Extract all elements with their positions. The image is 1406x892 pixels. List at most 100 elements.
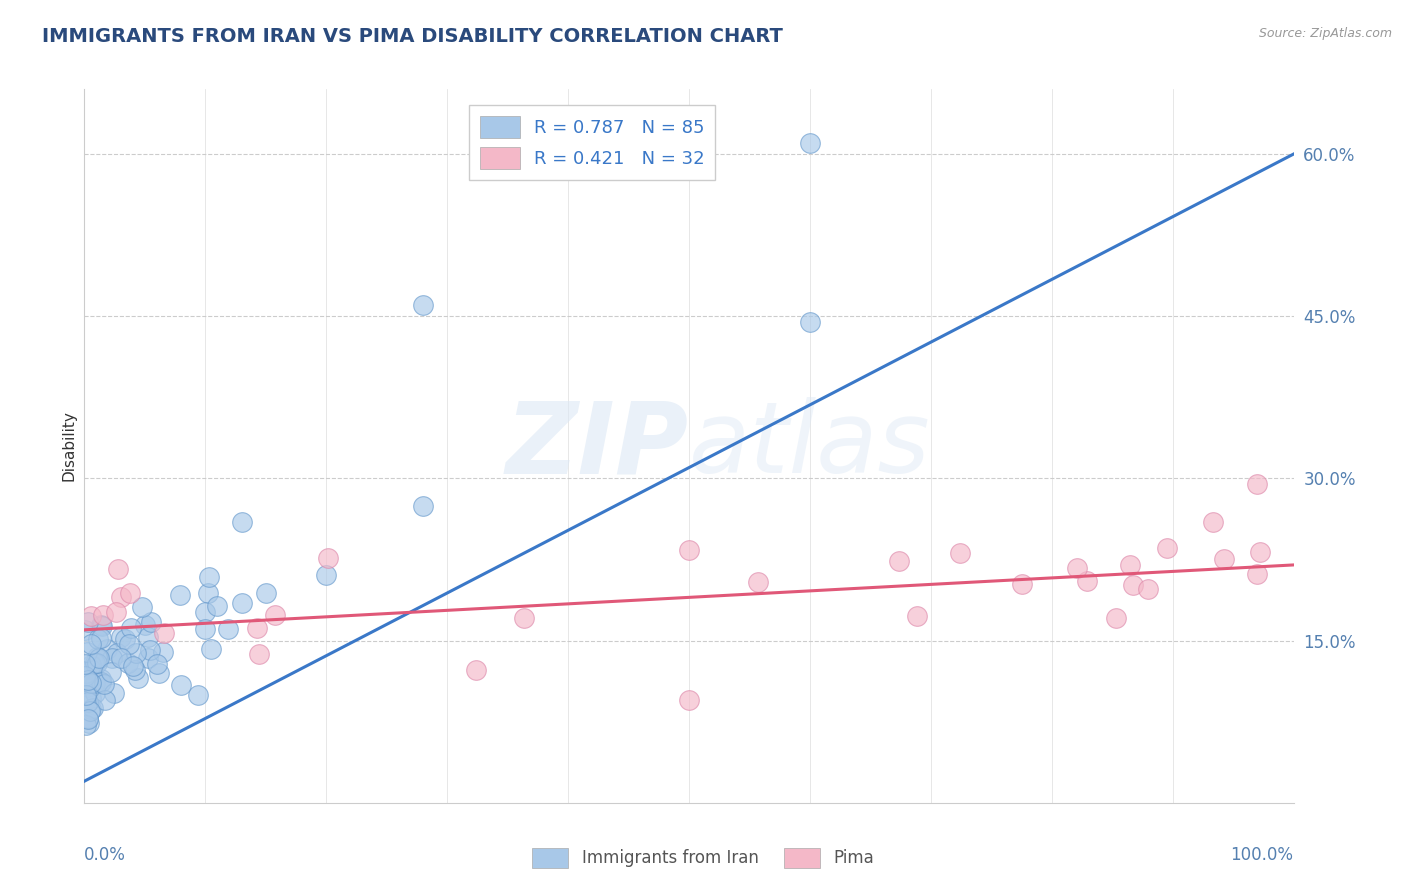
Point <box>247 648 270 662</box>
Point <box>86 656 108 670</box>
Point <box>105 605 128 619</box>
Point <box>117 656 139 670</box>
Point <box>148 666 170 681</box>
Point <box>90 675 112 690</box>
Point <box>77 680 100 694</box>
Point <box>799 136 821 151</box>
Point <box>170 678 193 692</box>
Point <box>79 701 101 715</box>
Point <box>75 718 97 732</box>
Point <box>77 712 100 726</box>
Point <box>1246 476 1268 491</box>
Point <box>198 570 221 584</box>
Point <box>1118 558 1140 572</box>
Text: atlas: atlas <box>689 398 931 494</box>
Point <box>76 645 98 659</box>
Point <box>77 715 100 730</box>
Point <box>80 657 103 672</box>
Point <box>110 630 132 644</box>
Point <box>1137 582 1160 596</box>
Point <box>146 657 169 671</box>
Point <box>513 611 536 625</box>
Point <box>76 615 98 629</box>
Point <box>678 693 700 707</box>
Point <box>412 499 434 513</box>
Point <box>76 671 98 685</box>
Point <box>75 673 97 688</box>
Point <box>82 701 104 715</box>
Point <box>100 665 122 679</box>
Point <box>77 711 100 725</box>
Point <box>76 671 98 685</box>
Point <box>75 657 97 671</box>
Point <box>105 646 128 660</box>
Point <box>799 315 821 329</box>
Point <box>318 551 340 566</box>
Point <box>107 562 129 576</box>
Point <box>90 675 112 690</box>
Text: Source: ZipAtlas.com: Source: ZipAtlas.com <box>1258 27 1392 40</box>
Point <box>91 608 114 623</box>
Point <box>246 621 269 635</box>
Point <box>77 695 100 709</box>
Point <box>264 608 287 623</box>
Point <box>103 686 125 700</box>
Point <box>1105 611 1128 625</box>
Point <box>110 591 132 605</box>
Point <box>1202 515 1225 529</box>
Point <box>315 568 337 582</box>
Y-axis label: Disability: Disability <box>60 410 76 482</box>
Point <box>1212 551 1234 566</box>
Point <box>1066 561 1088 575</box>
Point <box>207 599 229 614</box>
Legend: Immigrants from Iran, Pima: Immigrants from Iran, Pima <box>524 841 882 875</box>
Point <box>86 650 108 665</box>
Point <box>73 678 96 692</box>
Point <box>169 589 191 603</box>
Point <box>80 637 103 651</box>
Point <box>125 646 148 660</box>
Point <box>141 615 163 630</box>
Legend: R = 0.787   N = 85, R = 0.421   N = 32: R = 0.787 N = 85, R = 0.421 N = 32 <box>470 105 716 180</box>
Point <box>80 690 103 705</box>
Point <box>114 632 136 646</box>
Point <box>110 651 132 665</box>
Point <box>124 663 146 677</box>
Text: 0.0%: 0.0% <box>84 846 127 864</box>
Point <box>152 625 174 640</box>
Point <box>75 688 97 702</box>
Point <box>194 622 217 636</box>
Point <box>152 645 174 659</box>
Point <box>94 693 117 707</box>
Point <box>949 545 972 559</box>
Point <box>96 641 118 656</box>
Point <box>905 608 928 623</box>
Point <box>80 608 103 623</box>
Point <box>887 554 910 568</box>
Text: IMMIGRANTS FROM IRAN VS PIMA DISABILITY CORRELATION CHART: IMMIGRANTS FROM IRAN VS PIMA DISABILITY … <box>42 27 783 45</box>
Point <box>1246 566 1268 581</box>
Point <box>90 619 112 633</box>
Point <box>87 650 110 665</box>
Point <box>127 672 149 686</box>
Point <box>1076 574 1098 589</box>
Point <box>231 596 253 610</box>
Point <box>83 657 105 671</box>
Point <box>101 651 124 665</box>
Point <box>86 632 108 646</box>
Point <box>118 637 141 651</box>
Point <box>75 623 97 637</box>
Point <box>76 671 98 685</box>
Point <box>1122 578 1144 592</box>
Text: ZIP: ZIP <box>506 398 689 494</box>
Point <box>1249 545 1271 559</box>
Point <box>217 622 239 636</box>
Point <box>134 617 156 632</box>
Point <box>121 659 143 673</box>
Point <box>83 686 105 700</box>
Point <box>412 298 434 312</box>
Point <box>75 665 97 680</box>
Point <box>131 599 153 614</box>
Text: 100.0%: 100.0% <box>1230 846 1294 864</box>
Point <box>118 586 141 600</box>
